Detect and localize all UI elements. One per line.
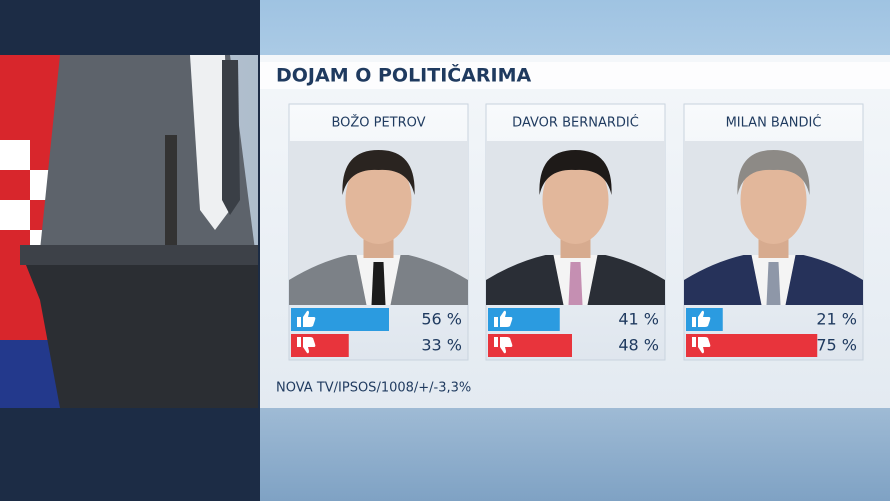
hair	[737, 150, 810, 195]
face	[740, 156, 807, 244]
value-label: 21 %	[816, 310, 857, 329]
thumb-shape	[692, 337, 711, 354]
value-label: 56 %	[421, 310, 462, 329]
value-label: 48 %	[618, 336, 659, 355]
thumb-shape	[297, 337, 316, 354]
thumb-down-icon	[494, 337, 513, 354]
candidate-photo	[684, 141, 863, 305]
candidate-photo	[289, 141, 468, 305]
value-label: 75 %	[816, 336, 857, 355]
hair	[342, 150, 415, 195]
thumb-up-icon	[494, 310, 513, 327]
bar	[488, 308, 560, 331]
thumb-down-icon	[297, 337, 316, 354]
thumb-shape	[494, 337, 513, 354]
candidate-name: BOŽO PETROV	[331, 115, 425, 131]
chart-title: DOJAM O POLITIČARIMA	[276, 63, 532, 87]
value-label: 33 %	[421, 336, 462, 355]
source-note: NOVA TV/IPSOS/1008/+/-3,3%	[276, 381, 471, 396]
candidate-name: MILAN BANDIĆ	[726, 115, 822, 131]
thumb-shape	[494, 310, 513, 327]
thumb-up-icon	[692, 310, 711, 327]
tie	[371, 262, 386, 305]
thumb-up-icon	[297, 310, 316, 327]
value-label: 41 %	[618, 310, 659, 329]
title-bar	[260, 62, 890, 89]
candidate-photo	[486, 141, 665, 305]
tie	[766, 262, 781, 305]
speaker-photo	[0, 55, 258, 408]
bar	[291, 308, 389, 331]
face	[542, 156, 609, 244]
thumb-down-icon	[692, 337, 711, 354]
thumb-shape	[297, 310, 316, 327]
hair	[539, 150, 612, 195]
tie	[568, 262, 583, 305]
face	[345, 156, 412, 244]
candidate-name: DAVOR BERNARDIĆ	[512, 115, 639, 131]
thumb-shape	[692, 310, 711, 327]
bar	[686, 334, 818, 357]
